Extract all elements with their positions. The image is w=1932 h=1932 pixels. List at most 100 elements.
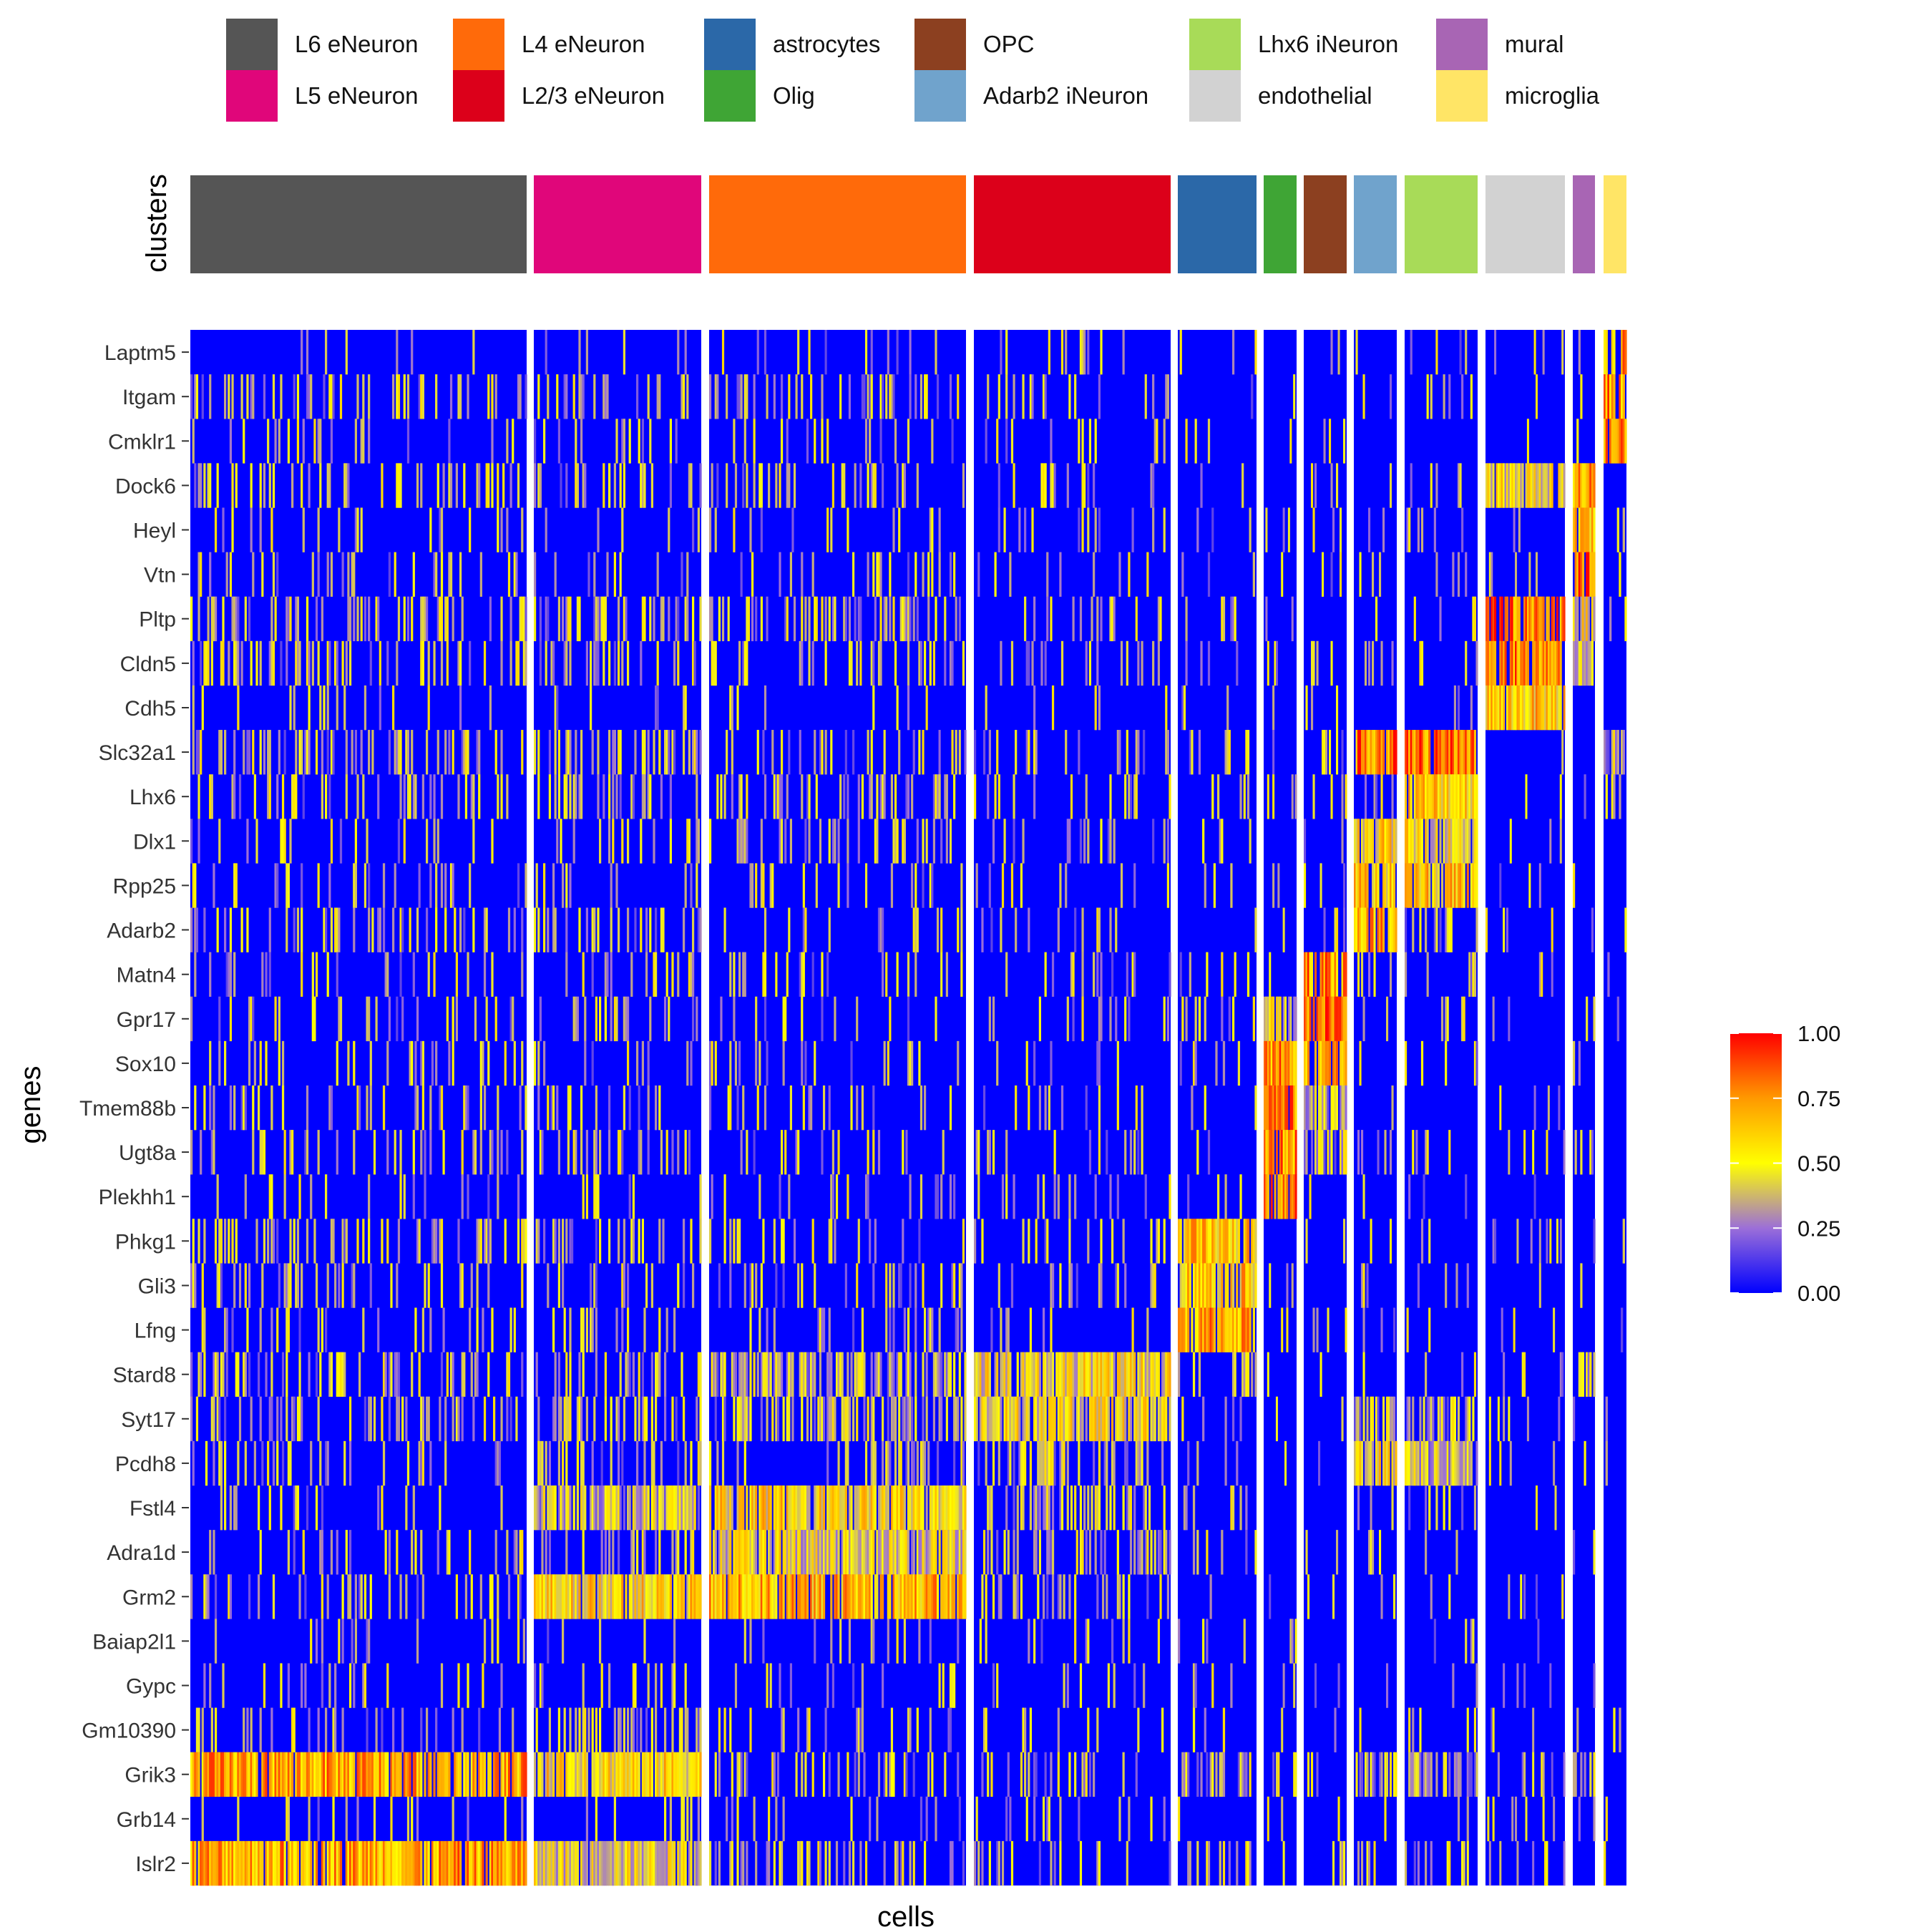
heatmap-cell	[1096, 596, 1099, 642]
heatmap-cell	[899, 1440, 902, 1486]
heatmap-cell	[808, 819, 811, 864]
heatmap-cell	[1282, 1085, 1285, 1131]
heatmap-cell	[1591, 596, 1594, 642]
heatmap-cell	[1040, 1396, 1043, 1442]
heatmap-cell	[209, 374, 212, 419]
heatmap-cell	[470, 1352, 473, 1397]
heatmap-cell	[675, 1396, 678, 1442]
heatmap-cell	[364, 1663, 367, 1708]
heatmap-cell	[653, 730, 655, 775]
heatmap-cell	[1293, 1174, 1296, 1219]
heatmap-cell	[1578, 507, 1581, 552]
heatmap-cell	[994, 552, 997, 597]
heatmap-cell	[936, 1485, 940, 1531]
heatmap-cell	[1473, 863, 1477, 908]
heatmap-cell	[213, 1440, 215, 1486]
heatmap-cell	[1604, 374, 1606, 419]
heatmap-cell	[1042, 1440, 1045, 1486]
heatmap-cell	[1057, 1352, 1060, 1397]
heatmap-cell	[351, 1619, 353, 1664]
heatmap-cell	[935, 996, 937, 1042]
heatmap-cell	[235, 1352, 238, 1397]
heatmap-cell	[1252, 1263, 1255, 1308]
heatmap-cell	[1122, 1485, 1125, 1531]
heatmap-cell	[522, 1219, 525, 1264]
heatmap-cell	[421, 1040, 424, 1086]
heatmap-cell	[905, 1130, 908, 1175]
heatmap-cell	[810, 1396, 813, 1442]
heatmap-cell	[1475, 907, 1478, 952]
heatmap-cell	[1091, 596, 1093, 642]
heatmap-cell	[246, 730, 249, 775]
heatmap-cell	[1163, 1352, 1166, 1397]
heatmap-cell	[1390, 1219, 1392, 1264]
heatmap-cell	[1621, 374, 1624, 419]
heatmap-cell	[207, 463, 210, 508]
heatmap-cell	[894, 1440, 897, 1486]
heatmap-cell	[507, 907, 511, 952]
heatmap-cell	[743, 1530, 746, 1575]
heatmap-cell	[1492, 996, 1495, 1042]
heatmap-cell	[1443, 730, 1445, 775]
heatmap-cell	[856, 1530, 859, 1575]
heatmap-cell	[1607, 374, 1610, 419]
heatmap-cell	[1081, 463, 1084, 508]
heatmap-cell	[960, 907, 963, 952]
heatmap-cell	[1513, 685, 1516, 731]
heatmap-cell	[1304, 1085, 1307, 1131]
heatmap-cell	[1457, 1396, 1460, 1442]
heatmap-cell	[760, 463, 763, 508]
heatmap-cell	[1419, 730, 1422, 775]
heatmap-cell	[879, 1530, 882, 1575]
heatmap-cell	[435, 1707, 438, 1752]
heatmap-cell	[1559, 819, 1562, 864]
heatmap-cell	[308, 374, 311, 419]
heatmap-cell	[1563, 1130, 1566, 1175]
heatmap-cell	[879, 419, 882, 464]
heatmap-cell	[1307, 996, 1310, 1042]
heatmap-cell	[1157, 596, 1161, 642]
heatmap-cell	[1246, 1307, 1250, 1352]
heatmap-cell	[924, 640, 927, 686]
heatmap-cell	[595, 1307, 597, 1352]
heatmap-cell	[1143, 730, 1146, 775]
heatmap-cell	[1341, 1040, 1344, 1086]
heatmap-cell	[1526, 640, 1529, 686]
heatmap-cell	[720, 1530, 723, 1575]
heatmap-cell	[1068, 1352, 1071, 1397]
heatmap-cell	[244, 1085, 247, 1131]
heatmap-cell	[909, 1396, 912, 1442]
heatmap-cell	[1461, 1352, 1464, 1397]
heatmap-cell	[789, 819, 792, 864]
heatmap-cell	[1098, 996, 1101, 1042]
heatmap-cell	[1079, 1663, 1083, 1708]
heatmap-cell	[429, 1307, 432, 1352]
heatmap-cell	[936, 907, 940, 952]
heatmap-cell	[1341, 774, 1344, 819]
heatmap-cell	[330, 1352, 333, 1397]
heatmap-cell	[259, 1396, 262, 1442]
heatmap-cell	[595, 1174, 597, 1219]
heatmap-cell	[1412, 1396, 1415, 1442]
heatmap-cell	[406, 596, 410, 642]
heatmap-cell	[240, 374, 243, 419]
heatmap-cell	[293, 907, 296, 952]
heatmap-cell	[1379, 552, 1382, 597]
heatmap-cell	[1304, 863, 1307, 908]
heatmap-cell	[1425, 730, 1428, 775]
heatmap-cell	[576, 596, 579, 642]
heatmap-cell	[563, 640, 566, 686]
heatmap-cell	[760, 863, 763, 908]
heatmap-cell	[599, 996, 602, 1042]
heatmap-cell	[1520, 685, 1523, 731]
heatmap-cell	[1093, 952, 1096, 997]
heatmap-cell	[554, 1574, 557, 1619]
heatmap-row	[194, 1085, 1561, 1131]
heatmap-cell	[1293, 1130, 1296, 1175]
heatmap-cell	[696, 730, 698, 775]
heatmap-cell	[1492, 1219, 1495, 1264]
legend-item: L4 eNeuron	[453, 19, 645, 70]
heatmap-cell	[742, 1530, 745, 1575]
heatmap-cell	[804, 907, 807, 952]
heatmap-cell	[1309, 952, 1312, 997]
